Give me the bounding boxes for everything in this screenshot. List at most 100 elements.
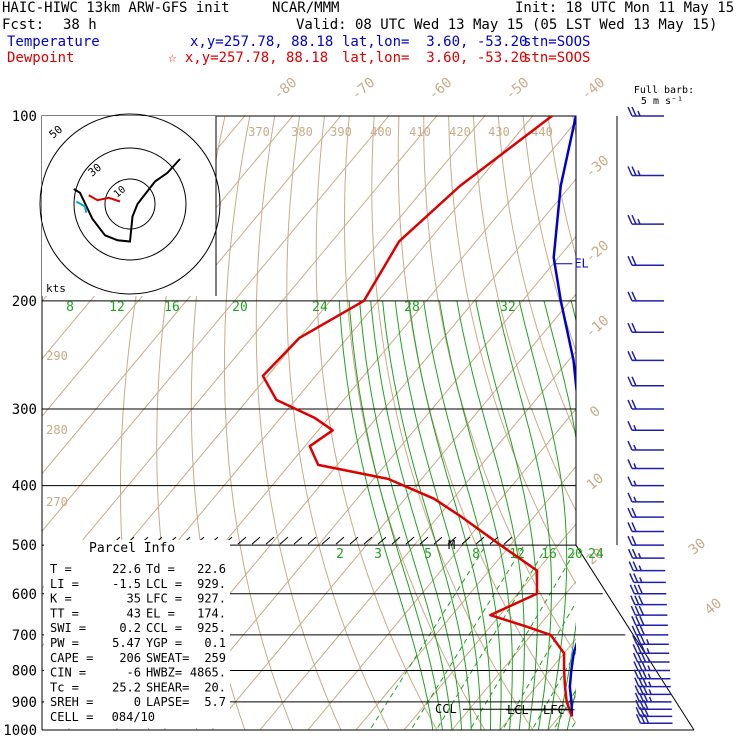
dry-adiabat	[286, 116, 390, 730]
hatch-mark	[237, 536, 247, 545]
wind-barb-flag	[627, 459, 633, 469]
wind-barb-flag	[642, 685, 648, 695]
mixing-ratio-line	[369, 544, 487, 730]
wind-barb	[627, 459, 664, 470]
mixing-ratio-label: 24	[588, 547, 604, 562]
wind-barb-flag	[638, 677, 644, 687]
forecast-label: Fcst:	[2, 17, 45, 33]
isotherm	[681, 116, 740, 740]
temperature-xy: x,y=257.78, 88.18	[190, 34, 334, 50]
isentrope-label: 400	[370, 125, 392, 139]
dewpoint-station: stn=SOOS	[523, 50, 591, 66]
parcel-row-label: SWEAT=	[146, 651, 189, 665]
wind-barb-flag	[635, 707, 641, 717]
wind-barb	[627, 214, 664, 225]
isotherm-label: -30	[583, 153, 613, 182]
wind-barb-half	[638, 565, 642, 571]
hatch-mark	[321, 536, 331, 545]
wind-barb-flag	[638, 685, 644, 695]
wind-barb	[629, 584, 667, 595]
parcel-info-box: Parcel Info T = 22.6 Td = 22.6 LI = -1.5 LCL = 9…	[44, 540, 230, 728]
parcel-row-value: -6	[127, 666, 141, 680]
wind-barb-flag	[632, 643, 638, 654]
isentrope-label: 370	[248, 125, 270, 139]
isentrope-label: 440	[531, 125, 553, 139]
isentrope-labels: 270 280 290 370 380 390 400 410 420 430 440	[46, 125, 553, 509]
moist-adiabat	[370, 300, 463, 730]
wind-barb-flag	[629, 584, 636, 595]
parcel-info-background	[44, 540, 230, 728]
parcel-row-label: T =	[50, 562, 72, 576]
wind-barb-flag	[634, 595, 640, 605]
hatch-mark	[349, 536, 359, 545]
dry-adiabat	[255, 116, 342, 730]
wind-barb-flag	[635, 713, 642, 724]
parcel-row-value: 43	[127, 606, 141, 620]
isotherm-label: 40	[702, 595, 725, 618]
wind-barb-flag	[627, 166, 633, 176]
isotherm	[259, 350, 576, 730]
wind-barb-flag	[638, 605, 645, 616]
moist-adiabat-labels: 8 12 16 20 24 28 32	[66, 300, 516, 315]
dry-adiabat	[224, 116, 294, 730]
mixing-ratio-line	[410, 544, 525, 730]
hatch-mark	[461, 536, 471, 545]
wind-barb-half	[637, 170, 641, 176]
model-title: HAIC-HIWC 13km ARW-GFS init	[2, 0, 230, 16]
isentrope-label: 420	[449, 125, 471, 139]
parcel-row-value: 4865.	[190, 666, 226, 680]
temperature-station: stn=SOOS	[523, 34, 591, 50]
wind-barb-flag	[636, 652, 643, 663]
hatch-mark	[503, 536, 513, 545]
wind-barb	[627, 106, 664, 117]
wind-barb-flag	[641, 669, 648, 680]
dewpoint-legend: Dewpoint	[7, 50, 75, 66]
parcel-row-label: LI =	[50, 577, 79, 591]
parcel-row-label: SHEAR=	[146, 680, 189, 694]
temperature-legend: Temperature	[7, 34, 100, 50]
temperature-latlon: lat,lon= 3.60, -53.20	[342, 34, 528, 50]
wind-barb-half	[633, 463, 637, 469]
pressure-label: 200	[12, 294, 37, 310]
pressure-label: 600	[12, 587, 37, 603]
moist-adiabat	[566, 300, 576, 730]
pressure-label: 700	[12, 628, 37, 644]
wind-barb-flag	[635, 615, 641, 626]
dry-adiabat	[423, 116, 576, 656]
isentrope-label: 410	[409, 125, 431, 139]
moist-adiabats	[338, 300, 621, 730]
dry-adiabat	[371, 116, 534, 730]
wind-barb	[627, 535, 664, 546]
wind-barb-flag	[639, 615, 645, 626]
wind-barb	[627, 548, 665, 559]
pressure-tick-labels: 100 200 300 400 500 600 700 800 900 1000	[3, 109, 37, 739]
parcel-row-value: 084/10	[112, 710, 155, 724]
wind-barb	[630, 595, 667, 606]
valid-time: Valid: 08 UTC Wed 13 May 15 (05 LST Wed …	[296, 17, 718, 33]
mixing-ratio-label: 16	[541, 547, 557, 562]
hatch-mark	[391, 536, 401, 545]
wind-barb-flag	[631, 399, 637, 410]
wind-barb-flag	[631, 214, 637, 225]
dry-adiabat	[722, 116, 740, 740]
wind-barb	[627, 291, 664, 302]
wind-barb-flag	[627, 106, 633, 117]
hodograph-units: kts	[46, 282, 66, 295]
isotherm	[163, 235, 576, 730]
hatch-mark	[377, 536, 387, 545]
parcel-row-label: Td =	[146, 562, 175, 576]
isotherm-label: -10	[583, 313, 613, 342]
moist-adiabat	[577, 301, 621, 730]
mixing-ratio-line	[469, 548, 576, 730]
wind-barb	[628, 561, 666, 572]
moist-adiabat-label: 8	[66, 300, 74, 315]
mixing-ratio-label: 5	[424, 547, 432, 562]
wind-barb-flag	[643, 699, 649, 710]
wind-barb-flag	[643, 713, 650, 724]
wind-barb-half	[647, 673, 652, 679]
dry-adiabat	[647, 116, 740, 740]
ccl-label: CCL	[435, 702, 457, 716]
isotherm	[42, 116, 438, 590]
barb-key-line2: 5 m s⁻¹	[641, 96, 683, 107]
wind-barb-half	[646, 638, 650, 645]
